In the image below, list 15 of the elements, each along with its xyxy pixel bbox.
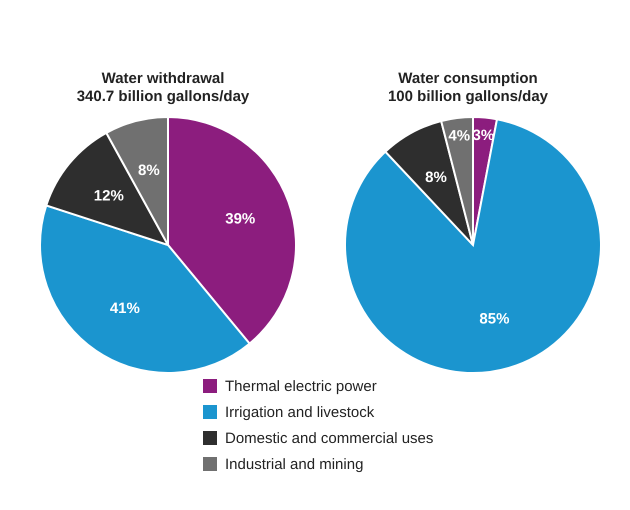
- text: Water withdrawal: [100, 70, 226, 88]
- data-label: 41%: [110, 300, 140, 318]
- legend-label: Irrigation and livestock: [225, 404, 374, 420]
- data-label: 39%: [225, 210, 256, 228]
- data-label: 12%: [94, 188, 124, 205]
- legend-label: Industrial and mining: [225, 456, 364, 472]
- text: Water consumption: [397, 70, 539, 88]
- text: 100 billion gallons/day: [386, 88, 550, 106]
- data-label: 8%: [138, 162, 160, 180]
- text: 340.7 billion gallons/day: [76, 88, 250, 106]
- legend-label: Thermal electric power: [225, 378, 377, 394]
- data-label: 4%: [448, 127, 470, 144]
- data-label: 85%: [479, 310, 510, 328]
- legend-label: Domestic and commercial uses: [225, 430, 434, 446]
- data-label: 8%: [425, 169, 447, 186]
